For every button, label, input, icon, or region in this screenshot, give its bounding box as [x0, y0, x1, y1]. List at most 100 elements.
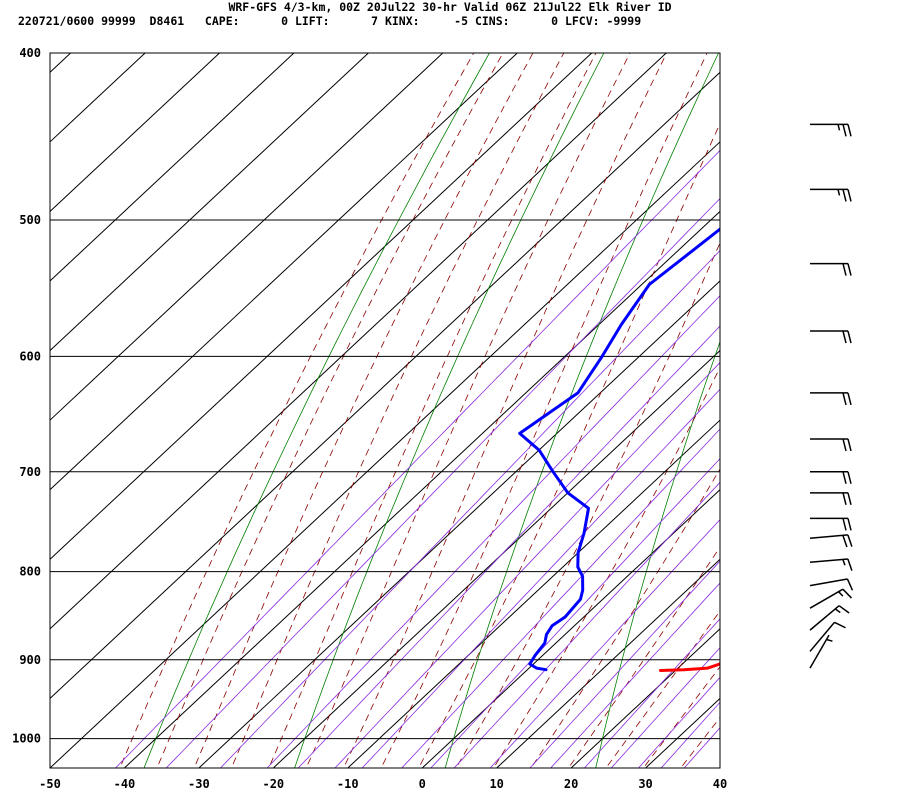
isotherm-line: [50, 53, 220, 213]
wind-barb: [810, 438, 852, 452]
barb-flag: [842, 392, 847, 406]
barb-flag: [847, 392, 852, 406]
wind-barb: [810, 492, 852, 506]
wind-barb: [809, 621, 846, 652]
mixing-ratio-line: [401, 428, 720, 768]
moist-adiabat-line: [455, 242, 720, 768]
plot-frame: [49, 52, 721, 769]
barb-flag: [842, 263, 847, 276]
wind-barb: [810, 188, 852, 202]
isotherm-line: [347, 419, 720, 768]
x-tick-label: -20: [262, 777, 284, 791]
y-tick-label: 900: [19, 653, 41, 667]
dry-adiabat-line: [143, 53, 490, 768]
wind-barb: [810, 262, 852, 276]
wind-barbs: [809, 123, 854, 669]
dry-adiabat-line: [444, 53, 719, 768]
x-tick-label: -30: [188, 777, 210, 791]
isotherm-line: [50, 53, 444, 421]
background-lines: [50, 53, 900, 768]
isotherm-line: [50, 53, 295, 282]
wind-barb: [809, 588, 853, 609]
dry-adiabat-line: [294, 53, 605, 768]
barb-flag: [842, 438, 847, 452]
profile-traces: [518, 227, 720, 672]
mixing-ratio-line: [266, 295, 720, 768]
barb-half-flag: [837, 189, 841, 196]
isotherm-line: [645, 697, 720, 768]
x-tick-label: 10: [489, 777, 503, 791]
barb-staff: [809, 588, 844, 609]
barb-flag: [847, 492, 852, 506]
wind-barb: [810, 123, 852, 137]
barb-flag: [847, 124, 852, 137]
y-tick-label: 500: [19, 213, 41, 227]
mixing-ratio-line: [489, 519, 720, 768]
moist-adiabat-line: [642, 666, 720, 768]
mixing-ratio-line: [610, 647, 720, 768]
mixing-ratio-line: [638, 676, 720, 768]
profile-line: [518, 227, 720, 672]
mixing-ratio-line: [584, 618, 720, 768]
mixing-ratio-line: [660, 701, 720, 768]
moist-adiabat-line: [156, 53, 504, 768]
x-tick-label: -10: [337, 777, 359, 791]
moist-adiabat-line: [231, 53, 565, 768]
mixing-ratio-line: [529, 560, 720, 768]
isotherm-line: [50, 141, 720, 768]
barb-staff: [809, 634, 830, 669]
moist-adiabat-line: [605, 610, 720, 768]
profile-line: [659, 661, 720, 672]
barb-flag: [834, 621, 846, 629]
wind-barb: [810, 517, 852, 531]
barb-flag: [838, 605, 850, 614]
wind-barb: [810, 330, 852, 344]
isotherm-line: [272, 349, 720, 768]
dry-adiabat-line: [595, 340, 720, 768]
y-tick-label: 800: [19, 565, 41, 579]
x-tick-label: -40: [114, 777, 136, 791]
barb-flag: [842, 492, 847, 506]
barb-flag: [847, 438, 852, 452]
barb-flag: [842, 471, 847, 484]
barb-flag: [847, 534, 853, 547]
barb-flag: [842, 330, 847, 344]
chart-title: WRF-GFS 4/3-km, 00Z 20Jul22 30-hr Valid …: [228, 0, 672, 14]
x-tick-label: 40: [713, 777, 727, 791]
mixing-ratio-line: [430, 458, 720, 768]
dry-adiabat-line: [746, 53, 900, 768]
barb-flag: [847, 471, 852, 484]
y-tick-label: 400: [19, 46, 41, 60]
isotherm-line: [570, 628, 720, 768]
x-tick-label: 30: [638, 777, 652, 791]
moist-adiabat-line: [380, 53, 708, 768]
barb-flag: [842, 588, 853, 599]
isotherm-line: [50, 53, 518, 491]
isotherm-line: [496, 558, 720, 768]
barb-flag: [842, 518, 847, 531]
isotherm-line: [421, 489, 720, 768]
barb-half-flag: [837, 124, 841, 131]
barb-flag: [847, 518, 852, 531]
barb-staff: [809, 534, 848, 539]
barb-half-flag: [842, 559, 846, 566]
axis-ticks: 400 500 600 700 800 900 1000 -50 -40 -30 -20 -10 0 10…: [12, 46, 727, 791]
wind-barb: [810, 471, 852, 484]
barb-flag: [846, 578, 854, 591]
y-tick-label: 600: [19, 349, 41, 363]
barb-half-flag: [826, 638, 833, 642]
mixing-ratio-line: [453, 481, 720, 768]
wind-barb: [809, 605, 850, 631]
barb-flag: [847, 263, 852, 276]
moist-adiabat-line: [343, 53, 668, 768]
wind-barb: [810, 392, 852, 406]
moist-adiabat-line: [418, 122, 720, 768]
barb-staff: [809, 578, 848, 587]
isotherm-line: [50, 53, 593, 560]
isotherm-line: [719, 767, 720, 768]
isotherm-line: [50, 53, 369, 352]
mixing-ratio-line: [683, 727, 720, 768]
moist-adiabat-line: [568, 546, 720, 768]
barb-half-flag: [838, 591, 844, 597]
barb-flag: [842, 535, 848, 548]
